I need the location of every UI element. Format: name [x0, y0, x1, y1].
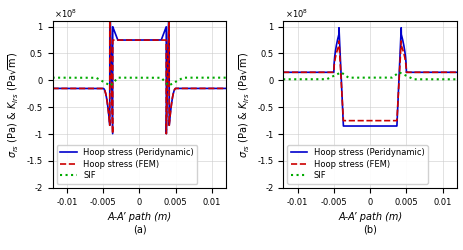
SIF	[69, 76, 75, 79]
SIF	[223, 76, 229, 79]
SIF	[280, 78, 285, 81]
Hoop stress (Peridynamic)	[116, 38, 122, 42]
Hoop stress (Peridynamic)	[50, 87, 55, 90]
Line: SIF: SIF	[52, 78, 226, 86]
SIF	[50, 76, 55, 79]
Hoop stress (Peridynamic)	[346, 124, 352, 128]
Hoop stress (Peridynamic)	[398, 26, 403, 29]
Hoop stress (FEM)	[116, 38, 122, 42]
SIF	[300, 78, 305, 81]
Hoop stress (FEM)	[354, 119, 359, 122]
Legend: Hoop stress (Peridynamic), Hoop stress (FEM), SIF: Hoop stress (Peridynamic), Hoop stress (…	[56, 145, 197, 184]
SIF	[124, 76, 129, 79]
Hoop stress (Peridynamic)	[310, 71, 315, 74]
Hoop stress (Peridynamic)	[280, 71, 285, 74]
Line: Hoop stress (Peridynamic): Hoop stress (Peridynamic)	[52, 0, 226, 134]
Hoop stress (FEM)	[80, 87, 85, 90]
Hoop stress (FEM)	[340, 119, 345, 122]
SIF	[220, 76, 225, 79]
SIF	[346, 76, 352, 79]
Hoop stress (FEM)	[450, 71, 456, 74]
SIF	[80, 76, 85, 79]
SIF	[116, 76, 122, 79]
Line: SIF: SIF	[282, 72, 456, 79]
Hoop stress (FEM)	[50, 87, 55, 90]
Text: $\times 10^8$: $\times 10^8$	[54, 7, 77, 20]
Hoop stress (Peridynamic)	[201, 87, 207, 90]
Line: Hoop stress (FEM): Hoop stress (FEM)	[282, 41, 456, 121]
Hoop stress (Peridynamic)	[80, 87, 85, 90]
Hoop stress (FEM)	[346, 119, 352, 122]
SIF	[310, 78, 315, 81]
Hoop stress (FEM)	[280, 71, 285, 74]
Hoop stress (Peridynamic)	[69, 87, 75, 90]
Hoop stress (FEM)	[110, 132, 115, 135]
Hoop stress (Peridynamic)	[110, 132, 115, 135]
Legend: Hoop stress (Peridynamic), Hoop stress (FEM), SIF: Hoop stress (Peridynamic), Hoop stress (…	[287, 145, 427, 184]
Hoop stress (Peridynamic)	[354, 124, 359, 128]
Hoop stress (Peridynamic)	[220, 87, 225, 90]
Title: (b): (b)	[363, 225, 376, 235]
SIF	[165, 84, 171, 87]
Hoop stress (FEM)	[300, 71, 305, 74]
Hoop stress (FEM)	[432, 71, 437, 74]
Hoop stress (FEM)	[124, 38, 129, 42]
Hoop stress (FEM)	[453, 71, 459, 74]
SIF	[201, 76, 206, 79]
Hoop stress (Peridynamic)	[450, 71, 456, 74]
Title: (a): (a)	[132, 225, 146, 235]
Hoop stress (FEM)	[220, 87, 225, 90]
Hoop stress (Peridynamic)	[223, 87, 229, 90]
Text: $\times 10^8$: $\times 10^8$	[284, 7, 307, 20]
Hoop stress (Peridynamic)	[340, 124, 345, 128]
X-axis label: A-A’ path (m): A-A’ path (m)	[338, 212, 401, 222]
Hoop stress (Peridynamic)	[300, 71, 305, 74]
Hoop stress (Peridynamic)	[124, 38, 129, 42]
Line: Hoop stress (FEM): Hoop stress (FEM)	[52, 11, 226, 134]
Line: Hoop stress (Peridynamic): Hoop stress (Peridynamic)	[282, 28, 456, 126]
SIF	[395, 71, 401, 74]
Hoop stress (FEM)	[398, 40, 403, 42]
SIF	[450, 78, 456, 81]
Hoop stress (FEM)	[310, 71, 315, 74]
Y-axis label: $\sigma_{rs}$ (Pa) & $K_{Irs}$ (Pa$\sqrt{\mathrm{m}}$): $\sigma_{rs}$ (Pa) & $K_{Irs}$ (Pa$\sqrt…	[237, 52, 251, 158]
Hoop stress (FEM)	[166, 9, 172, 12]
Hoop stress (Peridynamic)	[432, 71, 437, 74]
Hoop stress (FEM)	[69, 87, 75, 90]
Hoop stress (FEM)	[201, 87, 207, 90]
SIF	[354, 76, 359, 79]
Y-axis label: $\sigma_{rs}$ (Pa) & $K_{Irs}$ (Pa$\sqrt{\mathrm{m}}$): $\sigma_{rs}$ (Pa) & $K_{Irs}$ (Pa$\sqrt…	[7, 52, 21, 158]
SIF	[453, 78, 459, 81]
SIF	[431, 78, 437, 81]
Hoop stress (FEM)	[223, 87, 229, 90]
X-axis label: A-A’ path (m): A-A’ path (m)	[107, 212, 171, 222]
Hoop stress (Peridynamic)	[453, 71, 459, 74]
